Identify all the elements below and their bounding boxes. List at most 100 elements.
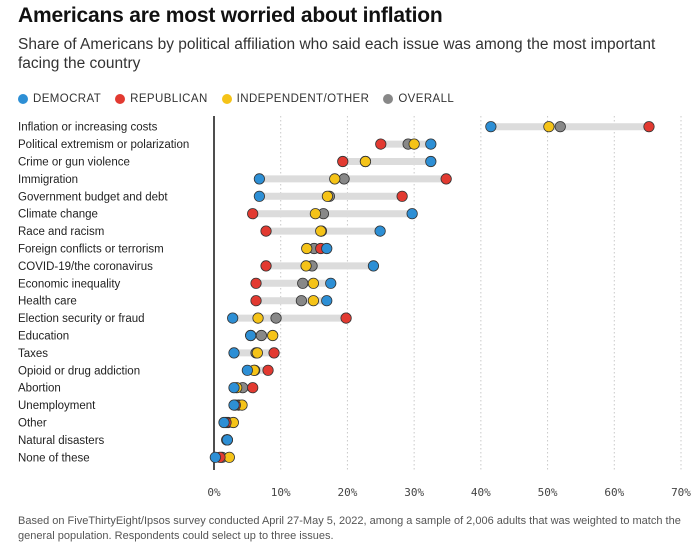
dot-independent (359, 155, 372, 168)
dot-democrat (253, 173, 265, 185)
legend-label-democrat: DEMOCRAT (33, 93, 102, 105)
category-label: Foreign conflicts or terrorism (18, 244, 164, 256)
x-tick-label: 10% (271, 486, 291, 499)
category-label: Election security or fraud (18, 313, 145, 325)
dot-democrat (209, 451, 221, 463)
dot-democrat (245, 329, 257, 342)
dot-independent (267, 329, 279, 342)
dot-republican (250, 295, 262, 307)
x-tick-label: 30% (404, 486, 424, 499)
dot-republican (396, 190, 408, 202)
dot-democrat (485, 121, 497, 133)
category-label: Taxes (18, 348, 48, 360)
dot-republican (262, 364, 274, 376)
dot-independent (251, 347, 263, 359)
category-label: Health care (18, 296, 77, 308)
x-tick-label: 60% (604, 486, 624, 499)
category-label: Economic inequality (18, 278, 121, 290)
dot-independent (329, 173, 341, 185)
legend-swatch-independent (221, 94, 232, 104)
dot-overall (295, 295, 307, 307)
legend-item-republican: REPUBLICAN (115, 93, 208, 105)
category-label: Other (18, 418, 47, 430)
dot-republican (440, 173, 452, 185)
legend-item-independent: INDEPENDENT/OTHER (221, 93, 370, 105)
dot-democrat (325, 277, 337, 289)
dot-democrat (425, 155, 437, 168)
x-tick-label: 70% (671, 486, 691, 499)
dot-independent (408, 138, 420, 150)
category-label: Political extremism or polarization (18, 139, 189, 151)
dot-overall (270, 312, 282, 324)
dot-republican (260, 225, 272, 237)
dot-republican (268, 347, 280, 359)
dot-republican (337, 155, 349, 168)
dot-independent (223, 451, 235, 463)
category-label: Crime or gun violence (18, 157, 130, 169)
dot-republican (643, 121, 655, 133)
x-tick-label: 40% (471, 486, 491, 499)
dot-overall (338, 173, 350, 185)
dot-democrat (406, 208, 418, 220)
x-tick-label: 0% (207, 486, 221, 499)
legend-swatch-democrat (18, 94, 28, 104)
category-label: Climate change (18, 209, 98, 221)
dot-independent (543, 121, 555, 133)
dot-democrat (253, 190, 265, 202)
dot-democrat (227, 312, 239, 324)
dot-republican (260, 260, 272, 272)
dot-independent (301, 242, 313, 255)
x-tick-label: 50% (538, 486, 558, 499)
dot-democrat (321, 295, 333, 307)
dot-republican (250, 277, 262, 289)
dot-republican (375, 138, 387, 150)
category-label: Inflation or increasing costs (18, 122, 158, 134)
category-label: Natural disasters (18, 435, 105, 447)
category-label: Unemployment (18, 400, 96, 412)
chart-subtitle: Share of Americans by political affiliat… (18, 36, 656, 72)
dot-republican (247, 208, 259, 220)
dot-democrat (218, 416, 230, 429)
category-label: Abortion (18, 383, 61, 395)
dot-republican (340, 312, 352, 324)
dot-independent (300, 260, 312, 272)
legend-label-republican: REPUBLICAN (130, 93, 208, 105)
legend-swatch-republican (115, 94, 126, 104)
legend-label-overall: OVERALL (398, 93, 455, 105)
dot-plot: 0% 10% 20% 30% 40% 50% 60% 70% Inflation or incr… (18, 116, 691, 499)
dot-democrat (241, 364, 253, 376)
legend-item-democrat: DEMOCRAT (18, 93, 101, 105)
dot-democrat (221, 434, 233, 446)
category-label: Race and racism (18, 226, 104, 238)
category-label: COVID-19/the coronavirus (18, 261, 153, 273)
dot-democrat (228, 399, 240, 411)
footnote: Based on FiveThirtyEight/Ipsos survey co… (18, 515, 681, 542)
dot-republican (247, 382, 259, 394)
dot-overall (554, 121, 566, 133)
legend-swatch-overall (383, 94, 394, 104)
dot-independent (315, 225, 327, 237)
chart-title: Americans are most worried about inflati… (18, 4, 443, 27)
category-label: Government budget and debt (18, 191, 168, 203)
dot-democrat (228, 382, 240, 394)
dot-democrat (425, 138, 437, 150)
dot-independent (309, 208, 322, 220)
dot-independent (307, 277, 320, 289)
dot-independent (321, 190, 334, 202)
category-label: Opioid or drug addiction (18, 365, 140, 377)
category-label: None of these (18, 452, 90, 464)
dot-democrat (367, 260, 380, 272)
x-tick-label: 20% (337, 486, 357, 499)
dot-democrat (374, 225, 386, 237)
dot-democrat (228, 347, 240, 359)
category-label: Education (18, 331, 69, 343)
dot-overall (297, 277, 309, 289)
category-label: Immigration (18, 174, 78, 186)
legend-item-overall: OVERALL (383, 93, 454, 105)
dot-independent (252, 312, 264, 324)
legend: DEMOCRAT REPUBLICAN INDEPENDENT/OTHER OV… (18, 93, 454, 105)
dot-democrat (321, 242, 333, 255)
legend-label-independent: INDEPENDENT/OTHER (236, 93, 370, 105)
dot-independent (307, 295, 320, 307)
dot-overall (255, 329, 267, 342)
